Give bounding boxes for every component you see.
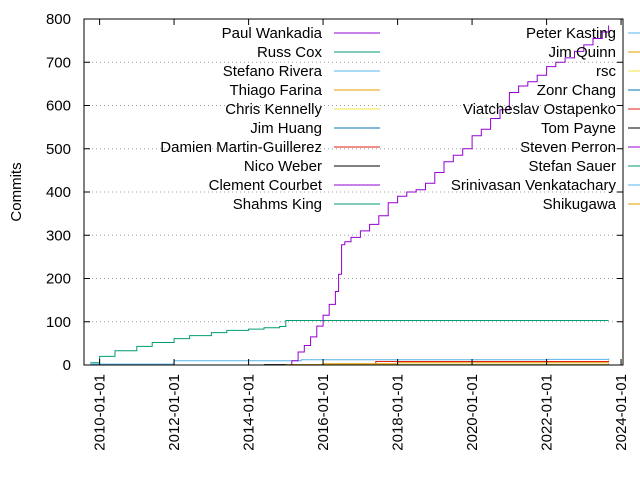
legend-label: Srinivasan Venkatachary [451, 177, 617, 194]
legend-item: Zonr Chang [537, 82, 640, 99]
legend-label: rsc [596, 63, 616, 80]
legend-label: Jim Huang [250, 120, 322, 137]
series-line [285, 25, 610, 365]
legend-label: Chris Kennelly [225, 101, 322, 118]
series-line [90, 320, 609, 364]
legend-item: Shahms King [233, 196, 380, 213]
legend-item: Tom Payne [541, 120, 640, 137]
x-tick-label: 2014-01-01 [241, 374, 258, 451]
legend-item: Stefano Rivera [223, 63, 380, 80]
legend-item: Damien Martin-Guillerez [160, 139, 380, 156]
legend-item: Shikugawa [543, 196, 640, 213]
x-axis-ticks: 2010-01-01 2012-01-01 2014-01-01 2016-01-01… [92, 19, 630, 451]
legend-label: Paul Wankadia [222, 25, 323, 42]
y-tick-label: 800 [46, 11, 71, 28]
legend-label: Steven Perron [520, 139, 616, 156]
y-tick-label: 700 [46, 54, 71, 71]
x-tick-label: 2012-01-01 [166, 374, 183, 451]
legend-label: Russ Cox [257, 44, 323, 61]
legend-label: Nico Weber [244, 158, 322, 175]
y-axis-ticks: 0 100 200 300 400 500 600 700 800 [46, 11, 623, 374]
legend-item: rsc [596, 63, 640, 80]
legend-label: Stefan Sauer [528, 158, 616, 175]
y-tick-label: 600 [46, 98, 71, 115]
legend-item: Jim Huang [250, 120, 380, 137]
x-tick-label: 2020-01-01 [464, 374, 481, 451]
legend-label: Tom Payne [541, 120, 616, 137]
y-tick-label: 400 [46, 184, 71, 201]
x-tick-label: 2016-01-01 [315, 374, 332, 451]
y-tick-label: 200 [46, 271, 71, 288]
y-tick-label: 300 [46, 227, 71, 244]
legend-item: Nico Weber [244, 158, 380, 175]
legend-item: Clement Courbet [209, 177, 380, 194]
y-tick-label: 500 [46, 141, 71, 158]
y-tick-label: 100 [46, 314, 71, 331]
legend-label: Clement Courbet [209, 177, 323, 194]
legend-label: Damien Martin-Guillerez [160, 139, 322, 156]
legend-label: Zonr Chang [537, 82, 616, 99]
legend-item: Viatcheslav Ostapenko [463, 101, 640, 118]
series-lines [90, 25, 610, 365]
x-tick-label: 2024-01-01 [613, 374, 630, 451]
legend-label: Peter Kasting [526, 25, 616, 42]
y-tick-label: 0 [63, 357, 71, 374]
legend-label: Thiago Farina [229, 82, 322, 99]
legend-item: Russ Cox [257, 44, 380, 61]
legend-item: Thiago Farina [229, 82, 380, 99]
legend-label: Jim Quinn [548, 44, 616, 61]
legend: Paul Wankadia Russ Cox Stefano Rivera Thiag… [160, 25, 640, 213]
legend-item: Steven Perron [520, 139, 640, 156]
legend-label: Stefano Rivera [223, 63, 323, 80]
legend-item: Srinivasan Venkatachary [451, 177, 640, 194]
legend-item: Jim Quinn [548, 44, 640, 61]
legend-label: Shahms King [233, 196, 322, 213]
legend-item: Stefan Sauer [528, 158, 640, 175]
x-tick-label: 2022-01-01 [539, 374, 556, 451]
legend-label: Viatcheslav Ostapenko [463, 101, 616, 118]
legend-item: Paul Wankadia [222, 25, 380, 42]
legend-label: Shikugawa [543, 196, 617, 213]
x-tick-label: 2010-01-01 [92, 374, 109, 451]
legend-item: Chris Kennelly [225, 101, 380, 118]
x-tick-label: 2018-01-01 [390, 374, 407, 451]
y-axis-label: Commits [8, 162, 25, 221]
legend-item: Peter Kasting [526, 25, 640, 42]
